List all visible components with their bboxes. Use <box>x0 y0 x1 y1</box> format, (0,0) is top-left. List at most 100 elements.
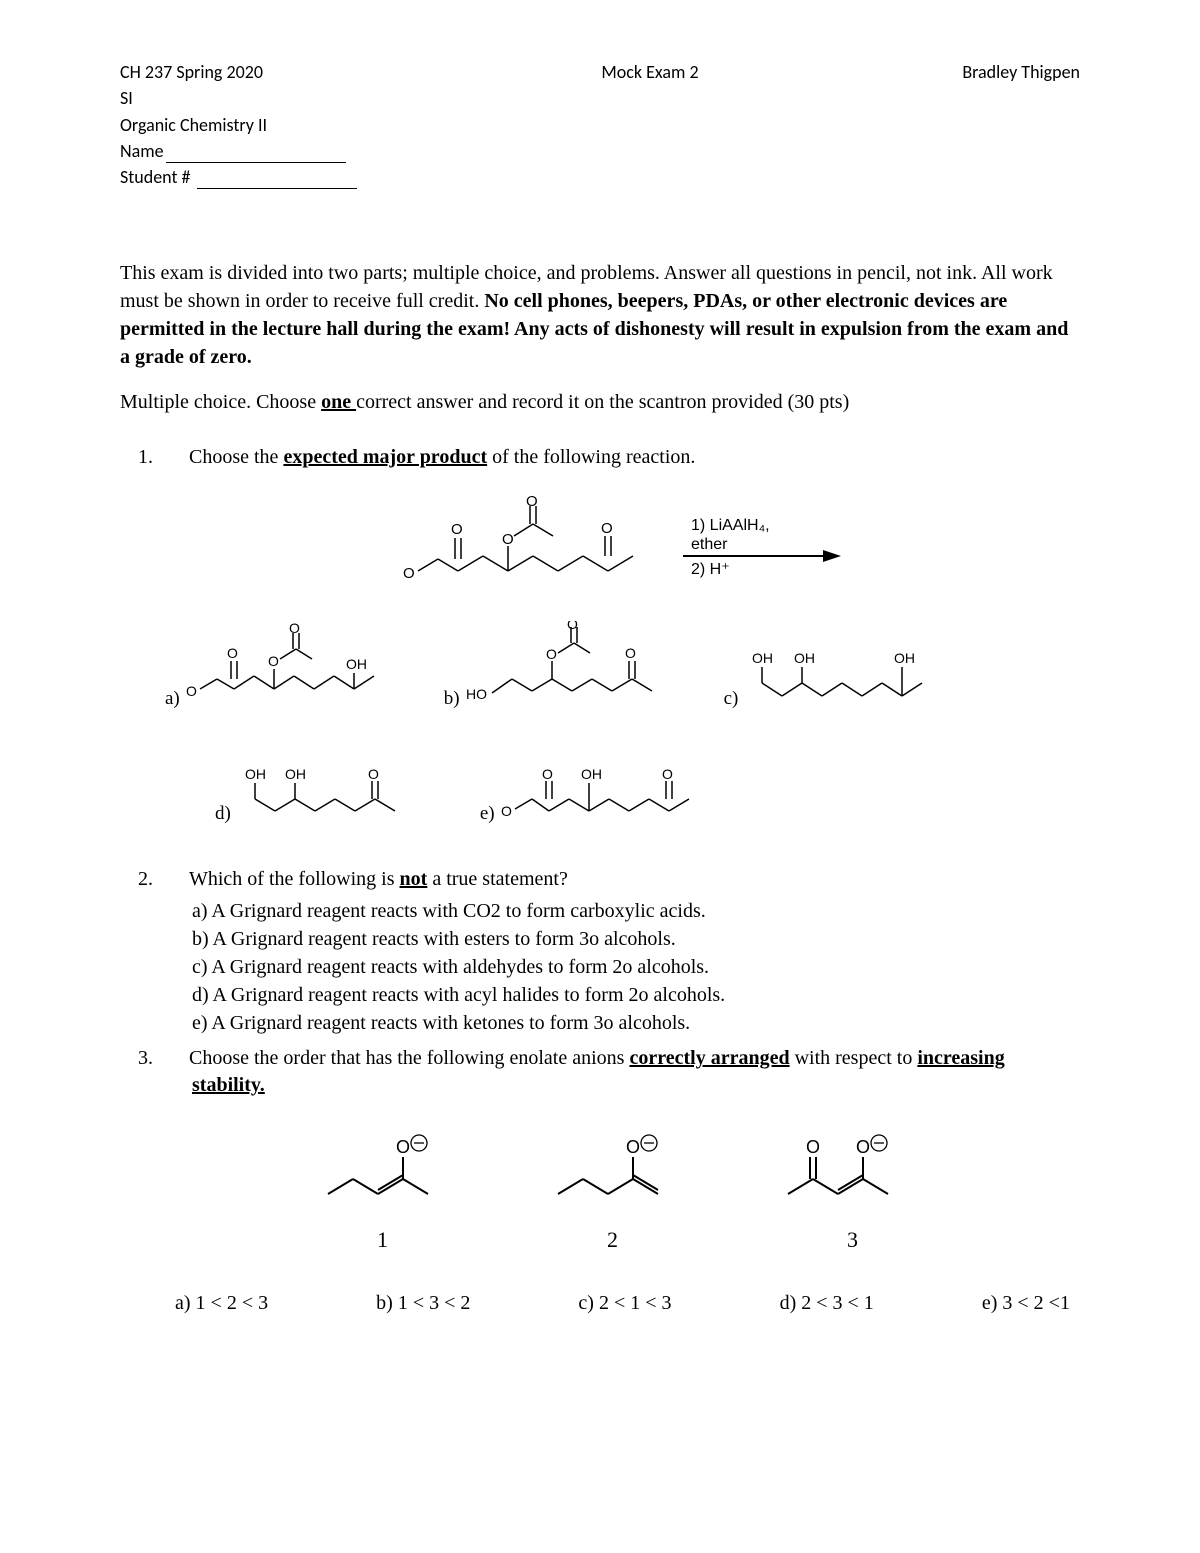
q3-mid: with respect to <box>790 1047 918 1069</box>
question-1: 1.Choose the expected major product of t… <box>120 444 1080 826</box>
q2-opt-e: e) A Grignard reagent reacts with ketone… <box>192 1009 1080 1037</box>
q1-num: 1. <box>165 444 189 471</box>
exam-instructions: This exam is divided into two parts; mul… <box>120 259 1080 371</box>
enolate-2-num: 2 <box>543 1225 683 1255</box>
mc-one: one <box>321 391 356 413</box>
svg-text:O: O <box>368 766 379 782</box>
q2-num: 2. <box>165 866 189 893</box>
q2-post: a true statement? <box>427 868 568 890</box>
name-label: Name <box>120 140 164 162</box>
svg-text:O: O <box>567 621 578 632</box>
reactant-structure: O O O O <box>393 496 673 596</box>
q3-opt-d: d) 2 < 3 < 1 <box>780 1290 874 1317</box>
student-label: Student # <box>120 166 191 188</box>
q3-opt-e: e) 3 < 2 <1 <box>982 1290 1070 1317</box>
mc-pre: Multiple choice. Choose <box>120 391 321 413</box>
q1-c-label: c) <box>724 686 739 712</box>
q3-options: a) 1 < 2 < 3 b) 1 < 3 < 2 c) 2 < 1 < 3 d… <box>165 1290 1080 1317</box>
header-author: Bradley Thigpen <box>830 60 1080 84</box>
q1-emph: expected major product <box>283 446 487 468</box>
q3-opt-a: a) 1 < 2 < 3 <box>175 1290 268 1317</box>
svg-text:OH: OH <box>346 656 367 672</box>
reagent-3: 2) H⁺ <box>691 561 730 578</box>
enolate-3-svg: O O <box>773 1129 933 1209</box>
q1-c-structure: OH OH OH <box>742 641 952 711</box>
enolate-2-svg: O <box>543 1129 683 1209</box>
svg-text:O: O <box>501 803 512 819</box>
svg-text:OH: OH <box>245 766 266 782</box>
svg-text:O: O <box>662 766 673 782</box>
student-blank <box>197 188 357 189</box>
reagent-1: 1) LiAAlH₄, <box>691 517 770 534</box>
svg-text:O: O <box>502 531 514 548</box>
name-blank <box>166 162 346 163</box>
svg-text:O: O <box>268 653 279 669</box>
q2-opt-b: b) A Grignard reagent reacts with esters… <box>192 925 1080 953</box>
q1-reaction: O O O O <box>165 496 1080 596</box>
q1-a-structure: O O O O OH <box>184 621 414 711</box>
enolate-2: O 2 <box>543 1129 683 1254</box>
q1-options-row1: a) O O O O <box>165 621 1080 711</box>
header-student-row: Student # <box>120 165 1080 189</box>
question-3: 3.Choose the order that has the followin… <box>120 1045 1080 1316</box>
svg-text:O: O <box>289 621 300 636</box>
header-course: CH 237 Spring 2020 <box>120 60 470 84</box>
svg-text:O: O <box>626 1137 640 1157</box>
q3-structures: O 1 O 2 <box>165 1129 1080 1254</box>
enolate-3-num: 3 <box>773 1225 933 1255</box>
q2-options: a) A Grignard reagent reacts with CO2 to… <box>165 897 1080 1037</box>
svg-text:O: O <box>526 496 538 510</box>
q3-num: 3. <box>165 1045 189 1072</box>
q3-emph1: correctly arranged <box>629 1047 789 1069</box>
svg-text:OH: OH <box>794 650 815 666</box>
header-title: Mock Exam 2 <box>470 60 830 84</box>
q2-opt-d: d) A Grignard reagent reacts with acyl h… <box>192 981 1080 1009</box>
svg-text:O: O <box>403 565 415 582</box>
q1-post: of the following reaction. <box>487 446 695 468</box>
q2-pre: Which of the following is <box>189 868 400 890</box>
svg-text:O: O <box>227 645 238 661</box>
q2-emph: not <box>400 868 428 890</box>
q1-text: 1.Choose the expected major product of t… <box>192 444 1080 471</box>
svg-text:OH: OH <box>894 650 915 666</box>
svg-text:O: O <box>806 1137 820 1157</box>
svg-text:OH: OH <box>285 766 306 782</box>
enolate-1: O 1 <box>313 1129 453 1254</box>
reagent-2: ether <box>691 536 728 553</box>
q3-opt-c: c) 2 < 1 < 3 <box>578 1290 671 1317</box>
svg-text:O: O <box>542 766 553 782</box>
q1-pre: Choose the <box>189 446 283 468</box>
q3-opt-b: b) 1 < 3 < 2 <box>376 1290 470 1317</box>
q2-opt-a: a) A Grignard reagent reacts with CO2 to… <box>192 897 1080 925</box>
q1-opt-e: e) O O OH O <box>480 761 719 826</box>
svg-text:OH: OH <box>581 766 602 782</box>
q3-text: 3.Choose the order that has the followin… <box>192 1045 1080 1099</box>
svg-text:O: O <box>186 683 197 699</box>
q2-text: 2.Which of the following is not a true s… <box>192 866 1080 893</box>
svg-text:O: O <box>396 1137 410 1157</box>
q1-e-label: e) <box>480 801 495 827</box>
svg-text:O: O <box>451 521 463 538</box>
q1-b-label: b) <box>444 686 460 712</box>
q1-a-label: a) <box>165 686 180 712</box>
question-2: 2.Which of the following is not a true s… <box>120 866 1080 1037</box>
q1-opt-d: d) OH OH O <box>215 761 435 826</box>
mc-post: correct answer and record it on the scan… <box>356 391 849 413</box>
q2-opt-c: c) A Grignard reagent reacts with aldehy… <box>192 953 1080 981</box>
q1-opt-a: a) O O O O <box>165 621 414 711</box>
q1-d-structure: OH OH O <box>235 761 435 826</box>
q1-e-structure: O O OH O <box>499 761 719 826</box>
header-name-row: Name <box>120 139 1080 163</box>
svg-text:O: O <box>601 520 613 537</box>
q1-options-row2: d) OH OH O e <box>165 761 1080 826</box>
svg-text:OH: OH <box>752 650 773 666</box>
page-header: CH 237 Spring 2020 Mock Exam 2 Bradley T… <box>120 60 1080 84</box>
q1-opt-c: c) OH OH OH <box>724 641 953 711</box>
svg-text:O: O <box>856 1137 870 1157</box>
enolate-3: O O 3 <box>773 1129 933 1254</box>
reaction-arrow: 1) LiAAlH₄, ether 2) H⁺ <box>673 506 853 586</box>
svg-text:HO: HO <box>466 686 487 702</box>
header-subject: Organic Chemistry II <box>120 113 1080 137</box>
header-si: SI <box>120 86 1080 110</box>
enolate-1-svg: O <box>313 1129 453 1209</box>
